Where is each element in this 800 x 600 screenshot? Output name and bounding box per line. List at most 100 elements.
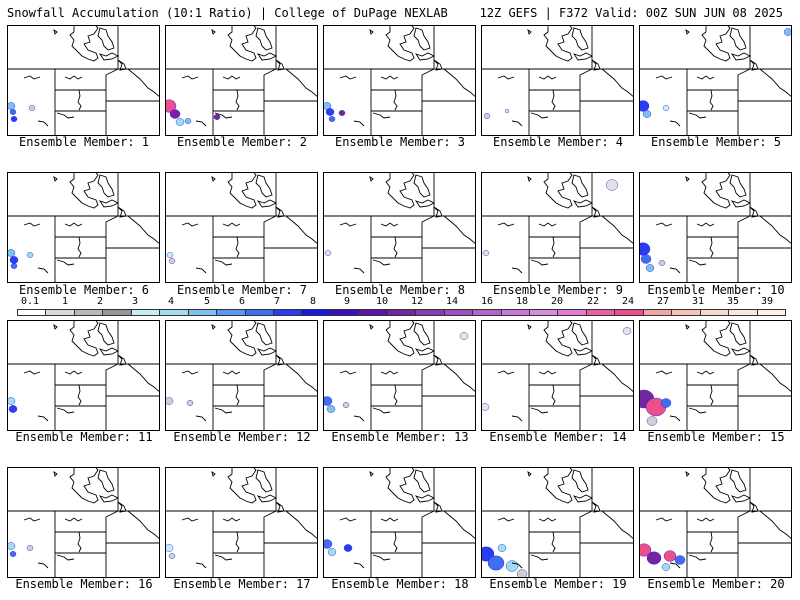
snowfall-area (324, 250, 332, 256)
ensemble-map-8 (324, 173, 475, 282)
ensemble-member-label: Ensemble Member: 10 (647, 283, 785, 297)
snowfall-area (504, 108, 510, 113)
colorbar-swatch (273, 309, 303, 316)
ensemble-map-panel-17 (165, 467, 318, 578)
colorbar-tick-label: 3 (131, 296, 139, 307)
ensemble-map-12 (166, 321, 317, 430)
snowfall-area (166, 397, 174, 405)
ensemble-member-label: Ensemble Member: 1 (18, 135, 150, 149)
snowfall-area (9, 109, 17, 115)
snowfall-area (605, 179, 619, 191)
ensemble-map-2 (166, 26, 317, 135)
colorbar-swatch (699, 309, 730, 316)
colorbar-tick-label: 5 (203, 296, 211, 307)
colorbar-swatch (102, 309, 132, 316)
snowfall-area (640, 254, 652, 264)
colorbar-swatch (500, 309, 530, 316)
snowfall-area (168, 553, 176, 559)
colorbar-swatch (671, 309, 701, 316)
snowfall-area (658, 260, 666, 266)
ensemble-map-panel-14 (481, 320, 634, 431)
snowfall-area (8, 249, 16, 257)
colorbar-swatch (557, 309, 587, 316)
ensemble-map-panel-1 (7, 25, 160, 136)
snowfall-area (28, 105, 36, 111)
ensemble-map-16 (8, 468, 159, 577)
ensemble-member-label: Ensemble Member: 6 (18, 283, 150, 297)
ensemble-map-panel-9 (481, 172, 634, 283)
colorbar-tick-label: 18 (515, 296, 529, 307)
snowfall-area (10, 116, 18, 122)
colorbar-swatch (358, 309, 388, 316)
colorbar-tick-label: 39 (760, 296, 774, 307)
colorbar-tick-label: 4 (167, 296, 175, 307)
ensemble-member-label: Ensemble Member: 17 (173, 577, 311, 591)
ensemble-map-panel-10 (639, 172, 792, 283)
snowfall-area (640, 100, 650, 112)
colorbar-swatch (386, 309, 417, 316)
snowfall-area (8, 102, 16, 110)
snowfall-area (642, 110, 652, 118)
colorbar-swatch (130, 309, 161, 316)
ensemble-map-1 (8, 26, 159, 135)
snowfall-area (169, 109, 181, 119)
ensemble-map-9 (482, 173, 633, 282)
snowfall-area (783, 28, 791, 36)
colorbar-tick-label: 24 (621, 296, 635, 307)
ensemble-member-label: Ensemble Member: 7 (176, 283, 308, 297)
colorbar-tick-label: 1 (61, 296, 69, 307)
colorbar-swatch (329, 309, 360, 316)
colorbar-swatch (45, 309, 75, 316)
ensemble-member-label: Ensemble Member: 19 (489, 577, 627, 591)
colorbar-tick-label: 31 (691, 296, 705, 307)
snowfall-area (487, 555, 505, 571)
snowfall-area (459, 332, 469, 340)
snowfall-area (497, 544, 507, 552)
snowfall-area (640, 242, 651, 256)
snowfall-area (325, 108, 335, 116)
ensemble-map-5 (640, 26, 791, 135)
ensemble-map-panel-18 (323, 467, 476, 578)
ensemble-map-panel-2 (165, 25, 318, 136)
colorbar-swatch (244, 309, 274, 316)
snowfall-area (482, 250, 490, 256)
ensemble-map-19 (482, 468, 633, 577)
snowfall-area (327, 548, 337, 556)
ensemble-member-label: Ensemble Member: 4 (492, 135, 624, 149)
snowfall-area (661, 563, 671, 571)
ensemble-map-11 (8, 321, 159, 430)
snowfall-area (646, 416, 658, 426)
snowfall-area (324, 539, 333, 549)
snowfall-area (26, 545, 34, 551)
snowfall-area (662, 105, 670, 111)
ensemble-member-label: Ensemble Member: 12 (173, 430, 311, 444)
colorbar-swatch (443, 309, 474, 316)
snowfall-area (342, 402, 350, 408)
colorbar-tick-label: 9 (343, 296, 351, 307)
ensemble-member-label: Ensemble Member: 18 (331, 577, 469, 591)
ensemble-map-panel-20 (639, 467, 792, 578)
ensemble-member-label: Ensemble Member: 3 (334, 135, 466, 149)
snowfall-area (646, 551, 662, 565)
ensemble-map-panel-11 (7, 320, 160, 431)
snowfall-area (175, 118, 185, 126)
snowfall-area (8, 542, 16, 550)
ensemble-map-18 (324, 468, 475, 577)
ensemble-map-panel-7 (165, 172, 318, 283)
colorbar-tick-label: 0.1 (20, 296, 40, 307)
ensemble-member-label: Ensemble Member: 13 (331, 430, 469, 444)
ensemble-map-panel-6 (7, 172, 160, 283)
colorbar-tick-label: 35 (726, 296, 740, 307)
snowfall-area (663, 550, 677, 562)
ensemble-member-label: Ensemble Member: 14 (489, 430, 627, 444)
ensemble-member-label: Ensemble Member: 9 (492, 283, 624, 297)
snowfall-area (338, 110, 346, 116)
ensemble-map-17 (166, 468, 317, 577)
snowfall-area (324, 396, 333, 406)
snowfall-area (184, 118, 192, 124)
ensemble-map-14 (482, 321, 633, 430)
snowfall-area (26, 252, 34, 258)
snowfall-area (168, 258, 176, 264)
ensemble-map-7 (166, 173, 317, 282)
colorbar-swatch (415, 309, 445, 316)
